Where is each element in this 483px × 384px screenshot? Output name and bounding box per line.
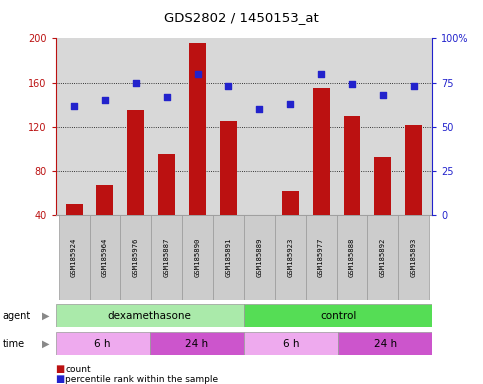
Point	[225, 83, 232, 89]
Text: GSM185923: GSM185923	[287, 238, 293, 277]
Bar	[306, 215, 337, 300]
Point	[286, 101, 294, 107]
Bar	[56, 304, 244, 327]
Text: GSM185887: GSM185887	[164, 238, 170, 277]
Point	[256, 106, 263, 112]
Text: GSM185924: GSM185924	[71, 238, 77, 277]
Bar	[120, 215, 151, 300]
Text: 6 h: 6 h	[283, 339, 299, 349]
Point	[132, 79, 140, 86]
Text: 24 h: 24 h	[374, 339, 397, 349]
Bar	[158, 154, 175, 259]
Text: agent: agent	[2, 311, 30, 321]
Bar	[251, 217, 268, 259]
Bar	[244, 215, 275, 300]
Text: ■: ■	[56, 374, 65, 384]
Text: ▶: ▶	[42, 311, 50, 321]
Point	[348, 81, 356, 88]
Bar	[244, 304, 432, 327]
Bar	[58, 215, 89, 300]
Point	[163, 94, 170, 100]
Point	[410, 83, 418, 89]
Bar	[405, 124, 422, 259]
Text: GSM185891: GSM185891	[226, 238, 231, 277]
Text: 24 h: 24 h	[185, 339, 208, 349]
Bar	[374, 157, 391, 259]
Text: GSM185964: GSM185964	[102, 238, 108, 277]
Text: GSM185976: GSM185976	[133, 238, 139, 277]
Text: GSM185889: GSM185889	[256, 238, 262, 277]
Bar	[282, 191, 298, 259]
Bar	[337, 215, 368, 300]
Point	[194, 71, 201, 77]
Text: GSM185892: GSM185892	[380, 238, 386, 277]
Bar	[398, 215, 429, 300]
Text: GSM185893: GSM185893	[411, 238, 417, 277]
Bar	[56, 332, 150, 355]
Text: time: time	[2, 339, 25, 349]
Text: GSM185890: GSM185890	[195, 238, 200, 277]
Text: ▶: ▶	[42, 339, 50, 349]
Bar	[313, 88, 329, 259]
Bar	[244, 332, 338, 355]
Text: GSM185977: GSM185977	[318, 238, 324, 277]
Point	[70, 103, 78, 109]
Bar	[66, 204, 83, 259]
Bar	[97, 185, 114, 259]
Bar	[343, 116, 360, 259]
Bar	[182, 215, 213, 300]
Point	[317, 71, 325, 77]
Bar	[368, 215, 398, 300]
Point	[379, 92, 387, 98]
Bar	[275, 215, 306, 300]
Point	[101, 97, 109, 103]
Text: control: control	[320, 311, 356, 321]
Text: ■: ■	[56, 364, 65, 374]
Bar	[338, 332, 432, 355]
Bar	[220, 121, 237, 259]
Bar	[189, 43, 206, 259]
Text: count: count	[65, 365, 91, 374]
Bar	[151, 215, 182, 300]
Text: percentile rank within the sample: percentile rank within the sample	[65, 375, 218, 384]
Text: 6 h: 6 h	[94, 339, 111, 349]
Text: dexamethasone: dexamethasone	[108, 311, 192, 321]
Bar	[128, 110, 144, 259]
Bar	[150, 332, 244, 355]
Bar	[213, 215, 244, 300]
Text: GDS2802 / 1450153_at: GDS2802 / 1450153_at	[164, 11, 319, 24]
Bar	[89, 215, 120, 300]
Text: GSM185888: GSM185888	[349, 238, 355, 277]
